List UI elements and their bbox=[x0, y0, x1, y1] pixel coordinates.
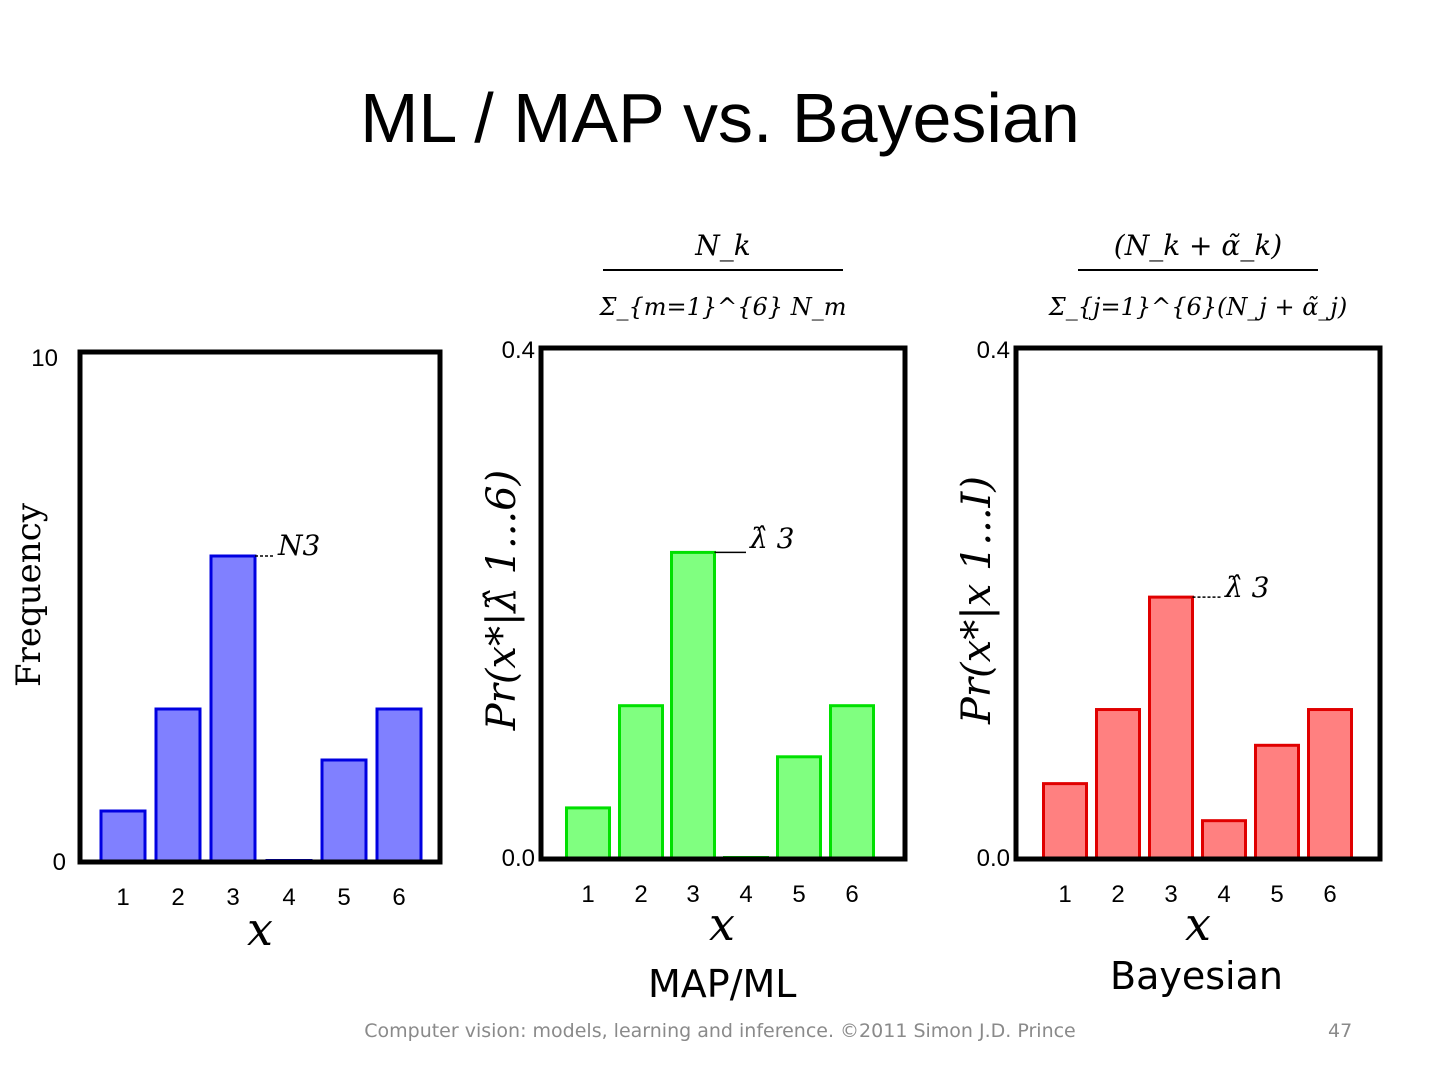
y-axis-label: Pr(x*|x 1...I) bbox=[954, 476, 1000, 725]
annotation-label: N3 bbox=[277, 529, 320, 562]
x-tick-label: 1 bbox=[1058, 881, 1071, 908]
y-tick-label: 10 bbox=[31, 345, 58, 372]
x-tick-label: 1 bbox=[581, 881, 594, 908]
x-axis-label: x bbox=[1185, 897, 1211, 951]
x-tick-label: 5 bbox=[337, 884, 350, 911]
x-tick-label: 4 bbox=[282, 884, 295, 911]
caption-bayesian: Bayesian bbox=[1110, 954, 1283, 998]
bar-1 bbox=[565, 806, 611, 861]
x-tick-label: 5 bbox=[792, 881, 805, 908]
plot-frame bbox=[1013, 345, 1383, 862]
page-number: 47 bbox=[1328, 1020, 1353, 1042]
footer: Computer vision: models, learning and in… bbox=[364, 1020, 1076, 1042]
bar-5 bbox=[776, 755, 822, 861]
x-axis-label: x bbox=[709, 897, 735, 951]
bar-6 bbox=[829, 704, 875, 861]
x-tick-label: 6 bbox=[845, 881, 858, 908]
x-tick-label: 6 bbox=[392, 884, 405, 911]
y-tick-label: 0 bbox=[53, 849, 66, 876]
x-tick-label: 4 bbox=[739, 881, 752, 908]
y-tick-label: 0.4 bbox=[977, 337, 1010, 364]
bar-1 bbox=[99, 809, 147, 864]
bar-3 bbox=[670, 550, 716, 861]
y-tick-label: 0.4 bbox=[502, 337, 535, 364]
x-tick-label: 2 bbox=[634, 881, 647, 908]
x-tick-label: 3 bbox=[686, 881, 699, 908]
caption-map-ml: MAP/ML bbox=[648, 962, 797, 1006]
x-tick-label: 4 bbox=[1217, 881, 1230, 908]
x-tick-label: 5 bbox=[1270, 881, 1283, 908]
bar-3 bbox=[209, 554, 257, 864]
bar-6 bbox=[1307, 708, 1353, 861]
y-axis-label: Frequency bbox=[9, 502, 49, 687]
y-axis-label: Pr(x*|λ̂ 1...6) bbox=[479, 470, 525, 731]
formula-numerator: N_k bbox=[694, 229, 750, 262]
x-tick-label: 1 bbox=[116, 884, 129, 911]
x-tick-label: 2 bbox=[1111, 881, 1124, 908]
x-tick-label: 3 bbox=[226, 884, 239, 911]
bar-5 bbox=[1254, 743, 1300, 861]
y-tick-label: 0.0 bbox=[977, 845, 1010, 872]
bar-6 bbox=[375, 707, 423, 864]
bar-2 bbox=[618, 704, 664, 861]
slide-title: ML / MAP vs. Bayesian bbox=[360, 79, 1080, 157]
bar-2 bbox=[1095, 708, 1141, 861]
bar-1 bbox=[1042, 782, 1088, 861]
x-tick-label: 3 bbox=[1164, 881, 1177, 908]
y-tick-label: 0.0 bbox=[502, 845, 535, 872]
annotation-label: λ̂ 3 bbox=[1224, 571, 1269, 604]
annotation-label: λ̂ 3 bbox=[749, 522, 794, 555]
x-tick-label: 2 bbox=[171, 884, 184, 911]
x-axis-label: x bbox=[247, 902, 273, 956]
bar-5 bbox=[320, 758, 368, 864]
formula-denominator: Σ_{m=1}^{6} N_m bbox=[599, 293, 847, 321]
plot-frame bbox=[77, 349, 443, 865]
formula-denominator: Σ_{j=1}^{6}(N_j + α̃_j) bbox=[1048, 293, 1347, 321]
bar-3 bbox=[1148, 595, 1194, 861]
bar-4 bbox=[1201, 819, 1247, 861]
plot-frame bbox=[538, 345, 908, 862]
x-tick-label: 6 bbox=[1323, 881, 1336, 908]
formula-numerator: (N_k + α̃_k) bbox=[1114, 229, 1282, 262]
bar-2 bbox=[154, 707, 202, 864]
